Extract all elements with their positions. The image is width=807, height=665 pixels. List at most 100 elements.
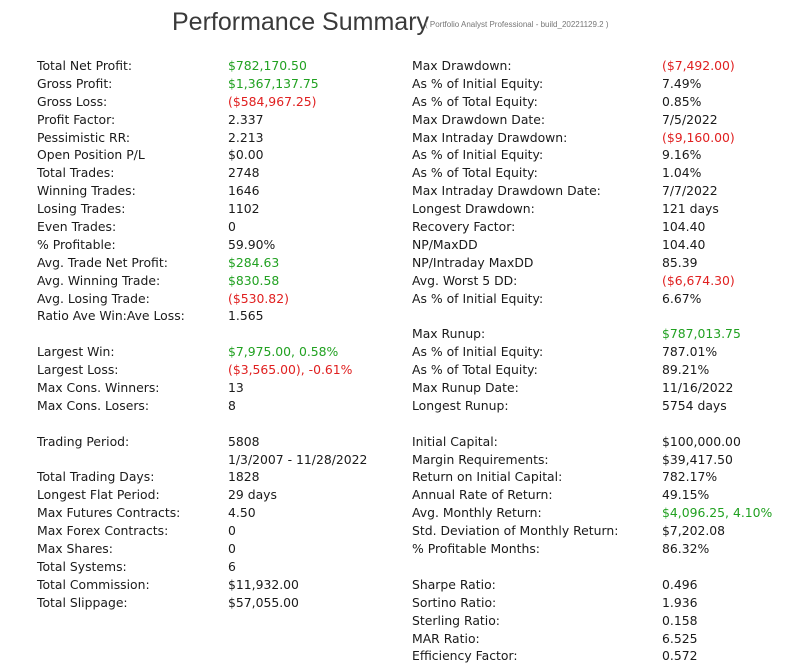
- metric-label: Return on Initial Capital:: [412, 469, 563, 485]
- metric-row: Std. Deviation of Monthly Return: $7,202.…: [412, 522, 802, 540]
- metric-value: 0: [228, 523, 236, 539]
- metric-value: 13: [228, 380, 244, 396]
- section-spacer: [37, 415, 397, 433]
- metric-row: 1/3/2007 - 11/28/2022: [37, 451, 397, 469]
- metric-value: 0.85%: [662, 93, 702, 109]
- metric-value: $7,975.00, 0.58%: [228, 344, 339, 360]
- metric-row: Max Drawdown: ($7,492.00): [412, 57, 802, 75]
- metric-row: Profit Factor: 2.337: [37, 111, 397, 129]
- metric-label: Avg. Winning Trade:: [37, 272, 161, 288]
- metric-row: MAR Ratio: 6.525: [412, 630, 802, 648]
- metric-label: Avg. Monthly Return:: [412, 505, 542, 521]
- metric-label: Longest Drawdown:: [412, 201, 535, 217]
- metric-label: Margin Requirements:: [412, 451, 549, 467]
- metric-row: % Profitable Months: 86.32%: [412, 540, 802, 558]
- section-spacer: [412, 415, 802, 433]
- metric-row: As % of Total Equity: 0.85%: [412, 93, 802, 111]
- metric-label: Even Trades:: [37, 219, 117, 235]
- metric-value: 787.01%: [662, 344, 718, 360]
- metric-row: Margin Requirements: $39,417.50: [412, 451, 802, 469]
- metric-label: Ratio Ave Win:Ave Loss:: [37, 308, 185, 324]
- section-spacer: [412, 558, 802, 576]
- metric-row: Max Futures Contracts: 4.50: [37, 504, 397, 522]
- metric-value: $7,202.08: [662, 523, 726, 539]
- metric-value: 0.496: [662, 576, 698, 592]
- metric-label: As % of Initial Equity:: [412, 147, 544, 163]
- metric-row: Return on Initial Capital: 782.17%: [412, 468, 802, 486]
- metric-row: Total Systems: 6: [37, 558, 397, 576]
- metric-row: Efficiency Factor: 0.572: [412, 647, 802, 665]
- metric-label: Total Commission:: [37, 576, 150, 592]
- metric-value: 4.50: [228, 505, 256, 521]
- metric-value: 29 days: [228, 487, 277, 503]
- metric-row: Open Position P/L $0.00: [37, 146, 397, 164]
- metric-label: Max Intraday Drawdown:: [412, 129, 568, 145]
- metric-row: As % of Initial Equity: 7.49%: [412, 75, 802, 93]
- metric-row: NP/Intraday MaxDD 85.39: [412, 254, 802, 272]
- metric-value: 89.21%: [662, 362, 710, 378]
- metric-row: Avg. Worst 5 DD: ($6,674.30): [412, 272, 802, 290]
- metric-row: As % of Initial Equity: 9.16%: [412, 146, 802, 164]
- metric-row: Largest Win: $7,975.00, 0.58%: [37, 343, 397, 361]
- metric-label: As % of Initial Equity:: [412, 75, 544, 91]
- metric-row: Winning Trades: 1646: [37, 182, 397, 200]
- metric-label: Losing Trades:: [37, 201, 126, 217]
- metric-label: % Profitable:: [37, 236, 116, 252]
- metric-value: ($9,160.00): [662, 129, 735, 145]
- metric-row: As % of Initial Equity: 787.01%: [412, 343, 802, 361]
- metric-label: Std. Deviation of Monthly Return:: [412, 523, 619, 539]
- metric-label: Largest Loss:: [37, 362, 119, 378]
- metric-value: 121 days: [662, 201, 719, 217]
- metric-row: Avg. Losing Trade: ($530.82): [37, 290, 397, 308]
- metric-label: Max Runup:: [412, 326, 486, 342]
- metric-row: As % of Total Equity: 1.04%: [412, 164, 802, 182]
- metric-row: Max Shares: 0: [37, 540, 397, 558]
- metric-row: Max Forex Contracts: 0: [37, 522, 397, 540]
- build-info: ( Portfolio Analyst Professional - build…: [425, 20, 609, 29]
- metric-value: 85.39: [662, 254, 698, 270]
- page-title: Performance Summary: [172, 8, 430, 36]
- metric-label: Max Cons. Winners:: [37, 380, 160, 396]
- metric-row: Max Cons. Losers: 8: [37, 397, 397, 415]
- section-spacer: [412, 307, 802, 325]
- section-spacer: [37, 325, 397, 343]
- metric-row: Longest Runup: 5754 days: [412, 397, 802, 415]
- metric-row: Pessimistic RR: 2.213: [37, 129, 397, 147]
- metric-row: Annual Rate of Return: 49.15%: [412, 486, 802, 504]
- metric-label: NP/Intraday MaxDD: [412, 254, 534, 270]
- metric-value: 1.565: [228, 308, 264, 324]
- metric-value: 6: [228, 558, 236, 574]
- metric-value: $0.00: [228, 147, 264, 163]
- metric-row: Gross Loss: ($584,967.25): [37, 93, 397, 111]
- metric-value: $284.63: [228, 254, 280, 270]
- metric-label: Total Trades:: [37, 165, 115, 181]
- metric-value: ($6,674.30): [662, 272, 735, 288]
- left-metrics-column: Total Net Profit: $782,170.50 Gross Profit…: [37, 57, 397, 612]
- metric-row: Max Drawdown Date: 7/5/2022: [412, 111, 802, 129]
- metric-label: Pessimistic RR:: [37, 129, 131, 145]
- metric-label: Total Slippage:: [37, 594, 128, 610]
- metric-row: Total Net Profit: $782,170.50: [37, 57, 397, 75]
- report-header: Performance Summary ( Portfolio Analyst …: [0, 8, 807, 44]
- metric-label: Total Systems:: [37, 558, 127, 574]
- metric-label: Avg. Losing Trade:: [37, 290, 150, 306]
- metric-value: 86.32%: [662, 541, 710, 557]
- metric-value: $39,417.50: [662, 451, 733, 467]
- metric-row: Avg. Winning Trade: $830.58: [37, 272, 397, 290]
- metric-label: Total Trading Days:: [37, 469, 155, 485]
- metric-label: As % of Total Equity:: [412, 165, 538, 181]
- metric-row: Max Runup: $787,013.75: [412, 325, 802, 343]
- metric-row: Ratio Ave Win:Ave Loss: 1.565: [37, 307, 397, 325]
- metric-row: Max Intraday Drawdown: ($9,160.00): [412, 129, 802, 147]
- metric-value: 104.40: [662, 236, 706, 252]
- metric-label: Recovery Factor:: [412, 219, 516, 235]
- metric-value: $57,055.00: [228, 594, 299, 610]
- metric-label: As % of Total Equity:: [412, 362, 538, 378]
- metric-row: Sortino Ratio: 1.936: [412, 594, 802, 612]
- metric-value: 782.17%: [662, 469, 718, 485]
- metric-value: 9.16%: [662, 147, 702, 163]
- metric-value: 1828: [228, 469, 260, 485]
- metric-value: 8: [228, 397, 236, 413]
- metric-row: Sterling Ratio: 0.158: [412, 612, 802, 630]
- metric-label: Initial Capital:: [412, 433, 498, 449]
